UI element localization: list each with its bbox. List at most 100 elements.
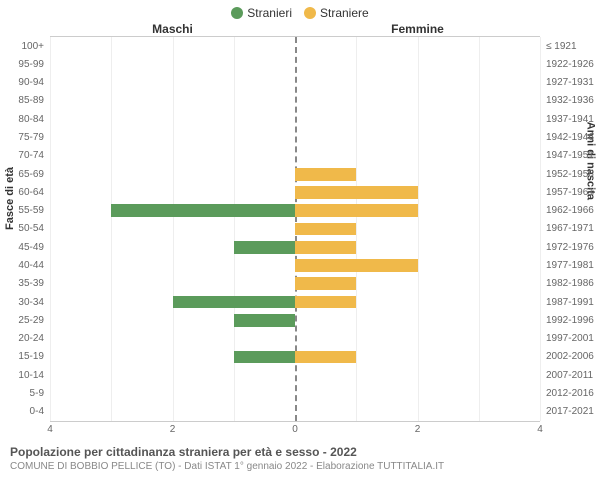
age-label: 100+ xyxy=(21,41,44,52)
chart-row: 30-341987-1991 xyxy=(50,293,540,311)
x-axis: 4 2 0 2 4 xyxy=(50,421,540,439)
age-label: 55-59 xyxy=(18,205,44,216)
chart-row: 10-142007-2011 xyxy=(50,366,540,384)
age-label: 90-94 xyxy=(18,77,44,88)
birth-year-label: 1992-1996 xyxy=(546,315,594,326)
legend-item-female: Straniere xyxy=(304,6,369,20)
birth-year-label: 1972-1976 xyxy=(546,242,594,253)
chart-row: 35-391982-1986 xyxy=(50,275,540,293)
bar-female xyxy=(295,186,418,199)
birth-year-label: 1947-1951 xyxy=(546,150,594,161)
bar-female xyxy=(295,223,356,236)
age-label: 5-9 xyxy=(30,388,44,399)
x-tick: 2 xyxy=(415,424,421,435)
age-label: 0-4 xyxy=(30,406,44,417)
bar-female xyxy=(295,241,356,254)
chart-row: 0-42017-2021 xyxy=(50,403,540,421)
bar-female xyxy=(295,351,356,364)
y-axis-title-left: Fasce di età xyxy=(4,167,16,230)
birth-year-label: 1932-1936 xyxy=(546,95,594,106)
caption-title: Popolazione per cittadinanza straniera p… xyxy=(10,445,590,459)
age-label: 35-39 xyxy=(18,278,44,289)
birth-year-label: 1942-1946 xyxy=(546,132,594,143)
chart-row: 85-891932-1936 xyxy=(50,92,540,110)
legend-swatch-female xyxy=(304,7,316,19)
x-tick: 4 xyxy=(537,424,543,435)
birth-year-label: 1967-1971 xyxy=(546,223,594,234)
birth-year-label: 1952-1956 xyxy=(546,169,594,180)
chart-rows: 100+≤ 192195-991922-192690-941927-193185… xyxy=(50,37,540,421)
legend: Stranieri Straniere xyxy=(0,0,600,22)
birth-year-label: 2007-2011 xyxy=(546,370,593,381)
chart-row: 60-641957-1961 xyxy=(50,183,540,201)
birth-year-label: 1997-2001 xyxy=(546,333,594,344)
bar-male xyxy=(234,351,295,364)
chart-row: 20-241997-2001 xyxy=(50,330,540,348)
birth-year-label: 1957-1961 xyxy=(546,187,594,198)
age-label: 95-99 xyxy=(18,59,44,70)
chart-row: 40-441977-1981 xyxy=(50,256,540,274)
x-tick: 2 xyxy=(170,424,176,435)
birth-year-label: 1937-1941 xyxy=(546,114,594,125)
chart-row: 15-192002-2006 xyxy=(50,348,540,366)
age-label: 20-24 xyxy=(18,333,44,344)
age-label: 15-19 xyxy=(18,351,44,362)
birth-year-label: 1962-1966 xyxy=(546,205,594,216)
x-tick: 4 xyxy=(47,424,53,435)
birth-year-label: 1982-1986 xyxy=(546,278,594,289)
header-male: Maschi xyxy=(0,22,295,36)
caption-subtitle: COMUNE DI BOBBIO PELLICE (TO) - Dati IST… xyxy=(10,461,590,472)
chart-row: 5-92012-2016 xyxy=(50,384,540,402)
chart-row: 25-291992-1996 xyxy=(50,311,540,329)
age-label: 30-34 xyxy=(18,297,44,308)
chart-row: 65-691952-1956 xyxy=(50,165,540,183)
birth-year-label: 1922-1926 xyxy=(546,59,594,70)
legend-swatch-male xyxy=(231,7,243,19)
gridline xyxy=(540,37,541,421)
chart-row: 100+≤ 1921 xyxy=(50,37,540,55)
chart-row: 80-841937-1941 xyxy=(50,110,540,128)
birth-year-label: ≤ 1921 xyxy=(546,41,577,52)
birth-year-label: 1927-1931 xyxy=(546,77,594,88)
age-label: 45-49 xyxy=(18,242,44,253)
bar-female xyxy=(295,168,356,181)
age-label: 25-29 xyxy=(18,315,44,326)
x-tick: 0 xyxy=(292,424,298,435)
bar-female xyxy=(295,277,356,290)
chart-row: 55-591962-1966 xyxy=(50,202,540,220)
plot-area: 100+≤ 192195-991922-192690-941927-193185… xyxy=(50,36,540,421)
age-label: 80-84 xyxy=(18,114,44,125)
birth-year-label: 1987-1991 xyxy=(546,297,594,308)
age-label: 65-69 xyxy=(18,169,44,180)
bar-female xyxy=(295,259,418,272)
age-label: 10-14 xyxy=(18,370,44,381)
chart-row: 45-491972-1976 xyxy=(50,238,540,256)
caption: Popolazione per cittadinanza straniera p… xyxy=(0,439,600,472)
legend-label-male: Stranieri xyxy=(247,6,292,20)
bar-male xyxy=(234,241,295,254)
bar-female xyxy=(295,204,418,217)
bar-male xyxy=(234,314,295,327)
age-label: 85-89 xyxy=(18,95,44,106)
bar-male xyxy=(173,296,296,309)
chart-row: 90-941927-1931 xyxy=(50,74,540,92)
age-label: 50-54 xyxy=(18,223,44,234)
bar-female xyxy=(295,296,356,309)
age-label: 60-64 xyxy=(18,187,44,198)
header-female: Femmine xyxy=(295,22,600,36)
legend-item-male: Stranieri xyxy=(231,6,292,20)
column-headers: Maschi Femmine xyxy=(0,22,600,36)
age-label: 70-74 xyxy=(18,150,44,161)
birth-year-label: 1977-1981 xyxy=(546,260,594,271)
chart-row: 75-791942-1946 xyxy=(50,128,540,146)
population-pyramid-chart: Stranieri Straniere Maschi Femmine Fasce… xyxy=(0,0,600,500)
birth-year-label: 2012-2016 xyxy=(546,388,594,399)
birth-year-label: 2002-2006 xyxy=(546,351,594,362)
legend-label-female: Straniere xyxy=(320,6,369,20)
chart-row: 95-991922-1926 xyxy=(50,55,540,73)
bar-male xyxy=(111,204,295,217)
birth-year-label: 2017-2021 xyxy=(546,406,594,417)
chart-row: 50-541967-1971 xyxy=(50,220,540,238)
age-label: 40-44 xyxy=(18,260,44,271)
chart-row: 70-741947-1951 xyxy=(50,147,540,165)
